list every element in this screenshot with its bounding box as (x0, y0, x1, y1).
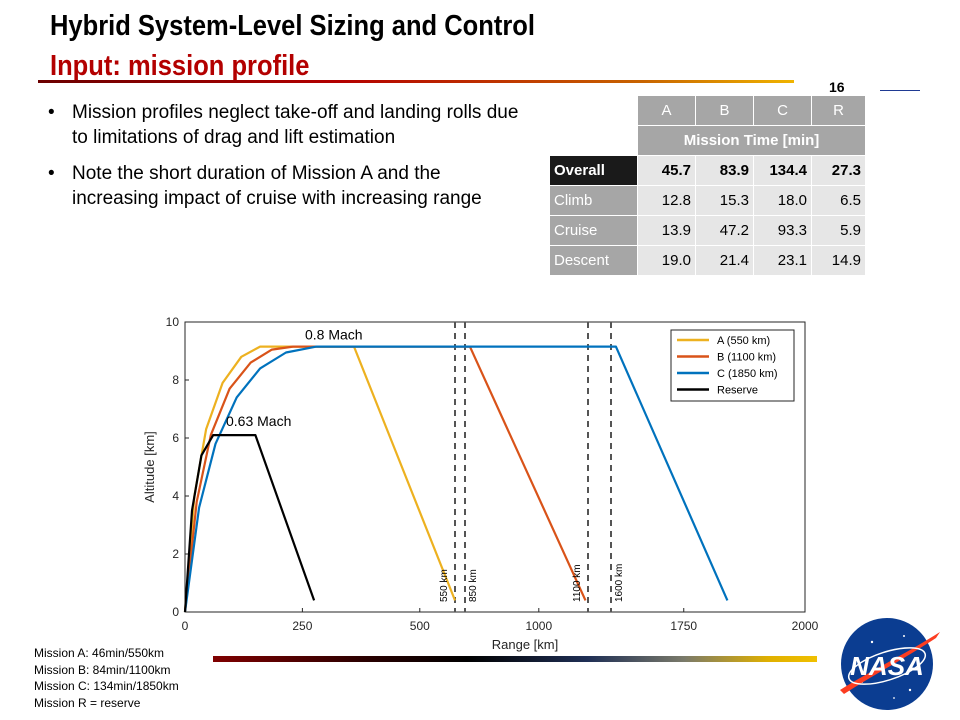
column-header-r: R (811, 95, 866, 126)
column-header-c: C (753, 95, 812, 126)
axis-break-gap (455, 323, 465, 611)
table-cell: 27.3 (811, 155, 866, 186)
table-cell: 23.1 (753, 245, 812, 276)
axis-break-label: 550 km (439, 569, 450, 602)
slide-title: Hybrid System-Level Sizing and Control (50, 10, 535, 42)
table-cell: 6.5 (811, 185, 866, 216)
row-label-descent: Descent (549, 245, 638, 276)
x-tick-label: 1000 (525, 619, 552, 633)
mission-notes: Mission A: 46min/550km Mission B: 84min/… (34, 645, 179, 711)
bullet-item: • Mission profiles neglect take-off and l… (48, 100, 528, 150)
mission-time-table: A B C R Mission Time [min] Overall 45.7 … (549, 95, 866, 276)
table-cell: 18.0 (753, 185, 812, 216)
table-cell: 45.7 (637, 155, 696, 186)
row-label-climb: Climb (549, 185, 638, 216)
bullet-item: • Note the short duration of Mission A an… (48, 161, 528, 211)
bullet-text: Mission profiles neglect take-off and la… (72, 102, 519, 148)
x-tick-label: 500 (410, 619, 430, 633)
y-tick-label: 0 (172, 605, 179, 619)
legend-label: C (1850 km) (717, 368, 778, 380)
nasa-logo-text: NASA (850, 651, 924, 681)
x-tick-label: 2000 (792, 619, 819, 633)
bullet-dot-icon: • (48, 163, 55, 184)
note-line: Mission R = reserve (34, 695, 141, 710)
note-line: Mission A: 46min/550km (34, 646, 165, 660)
table-cell: 21.4 (695, 245, 754, 276)
footer-gradient-bar (213, 656, 817, 662)
note-line: Mission B: 84min/1100km (34, 662, 171, 677)
x-axis-label: Range [km] (492, 637, 558, 652)
row-label-overall: Overall (549, 155, 638, 186)
chart-annotation: 0.63 Mach (226, 413, 291, 429)
nasa-logo-orbit (847, 647, 927, 685)
table-cell: 15.3 (695, 185, 754, 216)
bullet-text: Note the short duration of Mission A and… (72, 163, 482, 209)
table-cell: 47.2 (695, 215, 754, 246)
table-cell: 93.3 (753, 215, 812, 246)
table-cell: 83.9 (695, 155, 754, 186)
title-underline (38, 80, 794, 83)
axis-break-label: 1100 km (572, 564, 583, 602)
table-subheader: Mission Time [min] (637, 125, 866, 156)
axis-break-label: 1600 km (614, 564, 625, 602)
table-corner (549, 95, 638, 126)
series-line (183, 433, 316, 613)
y-axis-label: Altitude [km] (142, 431, 157, 503)
note-line: Mission C: 134min/1850km (34, 679, 179, 693)
y-tick-label: 10 (166, 315, 180, 329)
legend-label: A (550 km) (717, 335, 770, 347)
legend-label: B (1100 km) (717, 352, 776, 364)
column-header-a: A (637, 95, 696, 126)
table-corner (549, 125, 638, 156)
table-cell: 14.9 (811, 245, 866, 276)
x-tick-label: 0 (182, 619, 189, 633)
x-tick-label: 250 (292, 619, 312, 633)
axis-break-label: 850 km (468, 569, 479, 602)
table-cell: 12.8 (637, 185, 696, 216)
mission-profile-chart: 0 2 4 6 8 10 0 250 500 1000 1750 2000 Range [km] Alti… (142, 315, 819, 652)
table-cell: 19.0 (637, 245, 696, 276)
table-cell: 134.4 (753, 155, 812, 186)
y-tick-label: 4 (172, 489, 179, 503)
bullet-list: • Mission profiles neglect take-off and l… (48, 100, 528, 222)
chart-annotation: 0.8 Mach (305, 327, 363, 343)
x-tick-label: 1750 (670, 619, 697, 633)
series-line (183, 345, 729, 613)
nasa-logo: NASA (840, 618, 940, 710)
row-label-cruise: Cruise (549, 215, 638, 246)
header-rule (880, 90, 920, 91)
page-number: 16 (829, 79, 845, 95)
axis-break-gap (588, 323, 611, 611)
column-header-b: B (695, 95, 754, 126)
bullet-dot-icon: • (48, 102, 55, 123)
legend-label: Reserve (717, 385, 758, 397)
slide-subtitle: Input: mission profile (50, 50, 310, 82)
y-tick-label: 8 (172, 373, 179, 387)
y-tick-label: 6 (172, 431, 179, 445)
table-cell: 13.9 (637, 215, 696, 246)
table-cell: 5.9 (811, 215, 866, 246)
y-tick-label: 2 (172, 547, 179, 561)
